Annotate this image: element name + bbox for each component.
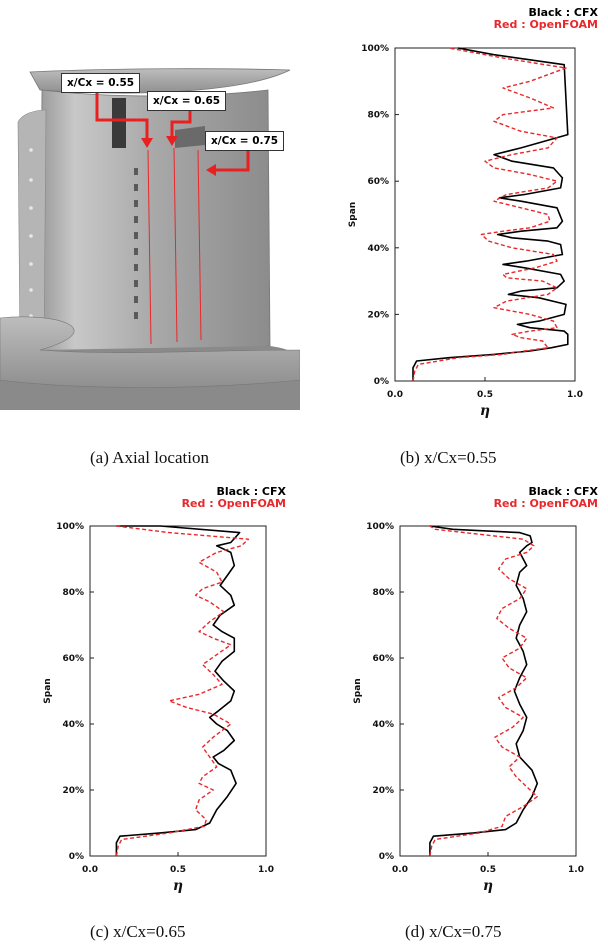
- y-tick-label: 100%: [361, 44, 389, 54]
- x-tick-label: 1.0: [567, 390, 583, 400]
- caption-c: (c) x/Cx=0.65: [90, 922, 186, 941]
- x-axis-label: η: [480, 403, 490, 419]
- legend-cfx: Black : CFX: [528, 6, 598, 19]
- cooling-slots: [134, 168, 138, 319]
- series-line-openfoam: [115, 525, 250, 857]
- axial-line-075: [197, 149, 202, 341]
- y-tick-label: 60%: [62, 654, 84, 664]
- x-tick-label: 0.0: [387, 390, 403, 400]
- y-tick-label: 60%: [367, 177, 389, 187]
- x-tick-label: 0.0: [392, 865, 408, 875]
- y-axis-label: Span: [43, 678, 53, 703]
- x-axis-label: η: [483, 878, 493, 894]
- y-axis-label: Span: [353, 678, 363, 703]
- y-tick-label: 0%: [69, 852, 84, 862]
- legend-openfoam: Red : OpenFOAM: [493, 18, 598, 31]
- x-axis-label: η: [173, 878, 183, 894]
- y-tick-label: 40%: [367, 244, 389, 254]
- y-tick-label: 80%: [372, 588, 394, 598]
- series-line-openfoam: [412, 47, 567, 382]
- y-tick-label: 20%: [372, 786, 394, 796]
- legend-c: Black : CFX Red : OpenFOAM: [182, 486, 286, 510]
- axial-line-065: [173, 147, 178, 343]
- x-tick-label: 0.5: [170, 865, 186, 875]
- y-tick-label: 100%: [56, 522, 84, 532]
- label-xcx-075: x/Cx = 0.75: [205, 131, 285, 151]
- series-line-openfoam: [429, 525, 539, 857]
- plot-frame: [89, 525, 267, 857]
- x-tick-label: 0.0: [82, 865, 98, 875]
- blade-body: [39, 89, 271, 353]
- legend-cfx: Black : CFX: [528, 485, 598, 498]
- legend-d: Black : CFX Red : OpenFOAM: [494, 486, 598, 510]
- legend-openfoam: Red : OpenFOAM: [181, 497, 286, 510]
- chart-b: 0% 20% 40% 60% 80% 100% 0.0 0.5 1.0 Span η: [348, 44, 583, 419]
- panel-a: x/Cx = 0.55 x/Cx = 0.65 x/Cx = 0.75 (a) …: [0, 0, 300, 467]
- series-line-cfx: [412, 47, 569, 381]
- chart-c: 0% 20% 40% 60% 80% 100% 0.0 0.5 1.0 Span η: [43, 522, 274, 894]
- y-tick-label: 20%: [367, 310, 389, 320]
- label-xcx-065: x/Cx = 0.65: [147, 91, 227, 111]
- x-tick-label: 1.0: [258, 865, 274, 875]
- series-line-cfx: [115, 525, 241, 856]
- legend-openfoam: Red : OpenFOAM: [493, 497, 598, 510]
- caption-d: (d) x/Cx=0.75: [405, 922, 502, 941]
- blade-illustration: [0, 68, 300, 410]
- leading-edge-holes: [29, 148, 33, 318]
- legend-b: Black : CFX Red : OpenFOAM: [494, 7, 598, 31]
- y-tick-label: 80%: [367, 111, 389, 121]
- y-tick-label: 40%: [62, 720, 84, 730]
- y-tick-label: 20%: [62, 786, 84, 796]
- caption-b: (b) x/Cx=0.55: [400, 448, 497, 467]
- label-xcx-055: x/Cx = 0.55: [61, 73, 141, 93]
- series-line-cfx: [429, 525, 539, 856]
- y-axis-label: Span: [348, 202, 358, 227]
- y-tick-label: 60%: [372, 654, 394, 664]
- plot-frame: [399, 525, 577, 857]
- y-tick-label: 100%: [366, 522, 394, 532]
- y-tick-label: 0%: [379, 852, 394, 862]
- caption-a: (a) Axial location: [90, 448, 209, 467]
- x-tick-label: 0.5: [477, 390, 493, 400]
- plot-frame: [394, 47, 576, 382]
- chart-d: 0% 20% 40% 60% 80% 100% 0.0 0.5 1.0 Span η: [353, 522, 584, 894]
- y-tick-label: 80%: [62, 588, 84, 598]
- x-tick-label: 0.5: [480, 865, 496, 875]
- legend-cfx: Black : CFX: [216, 485, 286, 498]
- x-tick-label: 1.0: [568, 865, 584, 875]
- y-tick-label: 40%: [372, 720, 394, 730]
- y-tick-label: 0%: [374, 377, 389, 387]
- axial-line-055: [147, 149, 152, 345]
